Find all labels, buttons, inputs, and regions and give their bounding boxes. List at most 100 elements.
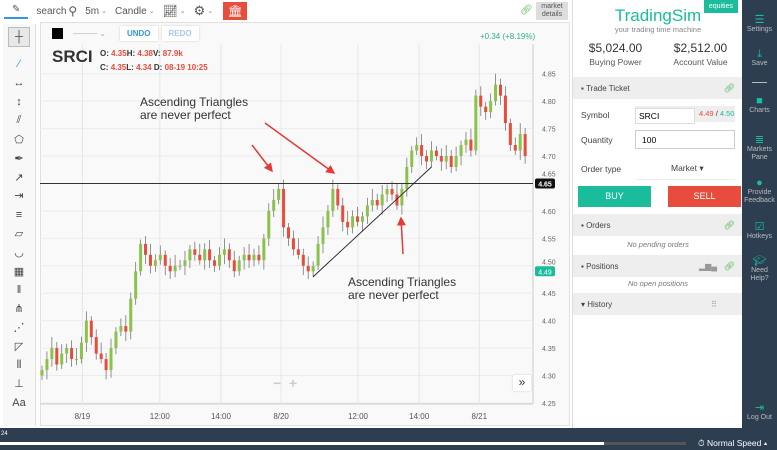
link-icon[interactable]: 🔗︎ bbox=[723, 82, 735, 93]
nav-help[interactable]: 🎓︎ Need Help? bbox=[742, 255, 777, 283]
market-details-button[interactable]: market details bbox=[536, 2, 568, 20]
x-tick-label: 8/20 bbox=[273, 412, 289, 421]
candle-body bbox=[400, 188, 404, 206]
candle-body bbox=[523, 134, 527, 157]
symbol-input[interactable] bbox=[635, 108, 695, 124]
line-style-select[interactable]: ——— ⌄ bbox=[73, 28, 106, 38]
candle bbox=[390, 181, 394, 201]
text-icon[interactable]: Aa bbox=[12, 396, 26, 409]
buying-power-value: $5,024.00 bbox=[588, 41, 643, 55]
candle-body bbox=[356, 216, 360, 222]
candle bbox=[158, 245, 162, 265]
candle bbox=[267, 203, 271, 247]
horizontal-lines-icon[interactable]: ≡ bbox=[15, 208, 23, 221]
nav-save[interactable]: ⤓ Save bbox=[742, 48, 777, 68]
arc-icon[interactable]: ◡ bbox=[14, 246, 24, 259]
parallel-channel-icon[interactable]: ⫽ bbox=[16, 114, 22, 127]
candle-body bbox=[178, 265, 182, 267]
candle-body bbox=[45, 359, 49, 371]
candle bbox=[213, 255, 217, 272]
history-chart-icon[interactable]: ⠿ bbox=[711, 299, 717, 309]
zoom-controls: − + bbox=[273, 375, 297, 391]
fan-icon[interactable]: ⋰ bbox=[13, 322, 25, 335]
trade-ticket-header[interactable]: ▪ Trade Ticket 🔗︎ bbox=[573, 77, 743, 99]
candlestick-chart[interactable]: 4.85 4.80 4.75 4.70 4.65 4.60 4.55 4.50 4.45 4.40… bbox=[0, 0, 570, 428]
account-value: $2,512.00 bbox=[673, 41, 728, 55]
chart-type-select[interactable]: Candle ⌄ bbox=[115, 6, 155, 17]
candle-body bbox=[306, 265, 310, 272]
nav-logout[interactable]: ⇥ Log Out bbox=[742, 402, 777, 422]
candle bbox=[400, 182, 404, 215]
trendline-icon[interactable]: ⁄ bbox=[18, 58, 20, 71]
annotation-text-2[interactable]: Ascending Triangles are never perfect bbox=[348, 275, 457, 302]
vertical-lines-icon[interactable]: ‖ bbox=[16, 283, 22, 296]
nav-markets-pane[interactable]: ≣ Markets Pane bbox=[742, 134, 777, 162]
sell-button[interactable]: SELL bbox=[668, 186, 741, 207]
history-header[interactable]: ▾ History ⠿ bbox=[573, 293, 743, 315]
nav-charts[interactable]: ■ Charts bbox=[742, 95, 777, 115]
positions-header[interactable]: ▪ Positions ▂▆▄ 🔗︎ bbox=[573, 255, 743, 277]
candle-body bbox=[282, 188, 286, 228]
brush-icon[interactable]: ✒ bbox=[14, 152, 24, 165]
order-type-select[interactable]: Market ▾ bbox=[671, 163, 704, 173]
zoom-out-icon[interactable]: − bbox=[273, 375, 282, 391]
zoom-in-icon[interactable]: + bbox=[288, 375, 298, 391]
logout-icon: ⇥ bbox=[754, 402, 765, 414]
candle bbox=[60, 344, 64, 369]
candle bbox=[114, 327, 118, 355]
interval-select[interactable]: 5m ⌄ bbox=[85, 6, 107, 17]
y-tick-label: 4.35 bbox=[542, 346, 556, 353]
vertical-line-icon[interactable]: ↕ bbox=[16, 95, 22, 108]
equities-badge[interactable]: equities bbox=[703, 0, 738, 13]
nav-feedback[interactable]: ● Provide Feedback bbox=[742, 177, 777, 205]
candle bbox=[360, 211, 364, 232]
y-tick-label: 4.85 bbox=[542, 72, 556, 79]
fib-icon[interactable]: ▦ bbox=[13, 265, 25, 278]
range-icon[interactable]: ⇥ bbox=[14, 190, 24, 203]
candle bbox=[65, 343, 69, 363]
grid-lines-icon[interactable]: ⦀ bbox=[16, 358, 22, 371]
polygon-icon[interactable]: ⬠ bbox=[14, 134, 24, 147]
ray-icon[interactable]: ↗ bbox=[14, 171, 24, 184]
nav-settings[interactable]: ☰ Settings bbox=[742, 14, 777, 34]
candle bbox=[434, 146, 438, 161]
chevron-down-icon: ⌄ bbox=[101, 8, 107, 15]
redo-button[interactable]: REDO bbox=[161, 25, 199, 41]
crosshair-icon[interactable]: ┼ bbox=[8, 27, 30, 47]
candle-body bbox=[153, 260, 157, 266]
nav-hotkeys[interactable]: ☑ Hotkeys bbox=[742, 221, 777, 241]
chart-area[interactable] bbox=[40, 22, 570, 426]
link-icon[interactable]: 🔗︎ bbox=[723, 219, 735, 230]
y-tick-label: 4.60 bbox=[542, 209, 556, 216]
quantity-input[interactable] bbox=[635, 130, 735, 149]
candle-body bbox=[134, 271, 138, 299]
ruler-icon[interactable]: ▱ bbox=[14, 228, 24, 241]
buy-button[interactable]: BUY bbox=[578, 186, 651, 207]
playback-progress[interactable] bbox=[0, 442, 686, 445]
undo-button[interactable]: UNDO bbox=[119, 25, 158, 41]
candle-body bbox=[168, 265, 172, 272]
color-swatch[interactable] bbox=[52, 27, 63, 39]
link-icon[interactable]: 🔗︎ bbox=[723, 260, 735, 271]
symbol-search[interactable]: search ⚲ bbox=[36, 4, 77, 18]
pitchfork-icon[interactable]: ⋔ bbox=[14, 303, 24, 316]
candle bbox=[198, 243, 202, 265]
candle-body bbox=[217, 254, 221, 266]
orders-header[interactable]: ▪ Orders 🔗︎ bbox=[573, 214, 743, 236]
triangle-icon[interactable]: ◸ bbox=[14, 340, 24, 353]
candle-body bbox=[114, 331, 118, 349]
scroll-right-button[interactable]: » bbox=[513, 375, 531, 391]
candle bbox=[316, 236, 320, 271]
annotation-text-1[interactable]: Ascending Triangles are never perfect bbox=[140, 95, 249, 122]
indicators-button[interactable]: 📈︎ ⌄ bbox=[163, 4, 186, 18]
bar-chart-icon[interactable]: ▂▆▄ bbox=[699, 261, 717, 271]
list-icon: ≣ bbox=[754, 134, 765, 146]
gann-icon[interactable]: ⊥ bbox=[14, 378, 24, 391]
horizontal-ray-icon[interactable]: ↔ bbox=[13, 77, 25, 90]
speed-select[interactable]: ⏱ Normal Speed ▴ bbox=[698, 438, 768, 448]
indicator-chart-icon: 📈︎ bbox=[162, 4, 178, 18]
bank-button[interactable]: 🏛︎ bbox=[223, 2, 248, 20]
link-icon[interactable]: 🔗︎ bbox=[520, 5, 533, 16]
draw-tool-tab[interactable]: ✎ bbox=[4, 4, 29, 19]
settings-button[interactable]: ⚙ ⌄ bbox=[194, 3, 214, 19]
